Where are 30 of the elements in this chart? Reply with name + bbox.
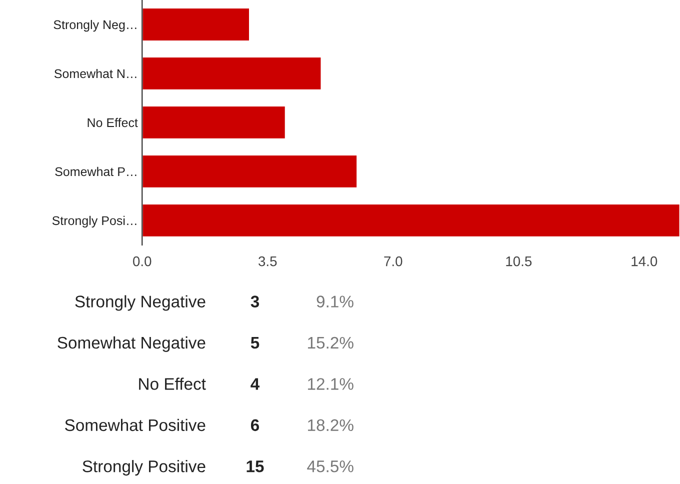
text: 6 <box>250 419 260 432</box>
y-tick-label: Strongly Neg… <box>54 20 136 32</box>
bar <box>142 154 358 189</box>
y-tick-label: No Effect <box>88 118 138 128</box>
text: 15 <box>246 460 264 472</box>
x-tick-label: 0.0 <box>133 256 152 266</box>
text: 12.1% <box>308 378 354 390</box>
text: Strongly Positive <box>82 460 206 476</box>
x-tick-label: 7.0 <box>384 256 402 266</box>
text: 3 <box>250 296 260 308</box>
bar <box>142 203 680 238</box>
y-tick-label: Somewhat P… <box>55 166 136 176</box>
text: No Effect <box>139 378 206 390</box>
y-tick-label: Strongly Posi… <box>52 216 136 228</box>
bar <box>142 105 286 140</box>
text: Strongly Negative <box>75 295 206 311</box>
bar <box>142 56 322 91</box>
x-tick-label: 3.5 <box>258 256 277 266</box>
text: 45.5% <box>307 460 354 472</box>
text: 18.2% <box>308 419 354 432</box>
text: 4 <box>250 378 260 390</box>
text: 15.2% <box>308 336 354 349</box>
text: 9.1% <box>316 296 354 308</box>
text: Somewhat Positive <box>65 418 206 432</box>
text: 5 <box>250 337 260 349</box>
y-tick-label: Somewhat N… <box>54 68 136 78</box>
x-tick-label: 14.0 <box>632 256 658 266</box>
bar <box>142 7 250 42</box>
x-tick-label: 10.5 <box>506 256 532 266</box>
text: Somewhat Negative <box>58 336 206 352</box>
